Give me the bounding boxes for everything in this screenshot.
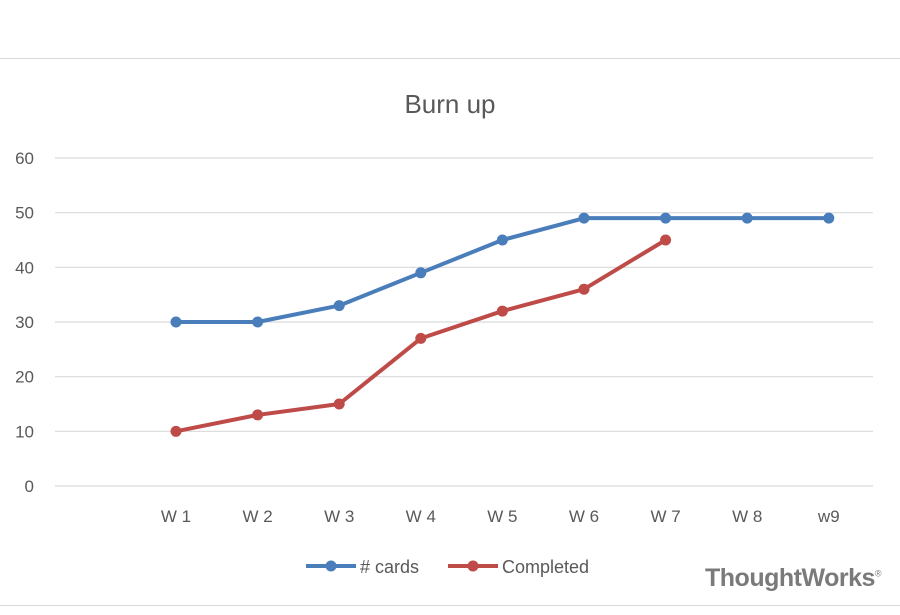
data-point — [252, 316, 264, 328]
legend-swatch-marker — [325, 560, 337, 572]
chart-title: Burn up — [404, 89, 495, 119]
data-point — [823, 212, 835, 224]
legend-label: Completed — [502, 557, 589, 577]
legend-item: # cards — [306, 557, 419, 577]
series-layer — [170, 212, 835, 437]
data-point — [578, 283, 590, 295]
data-point — [578, 212, 590, 224]
x-tick-label: w9 — [817, 507, 840, 526]
data-point — [415, 332, 427, 344]
y-tick-label: 20 — [15, 368, 34, 387]
legend-item: Completed — [448, 557, 589, 577]
y-tick-label: 10 — [15, 422, 34, 441]
data-point — [496, 305, 508, 317]
legend-swatch-marker — [467, 560, 479, 572]
y-tick-label: 50 — [15, 204, 34, 223]
data-point — [660, 234, 672, 246]
data-point — [415, 267, 427, 279]
y-tick-label: 60 — [15, 149, 34, 168]
y-tick-label: 0 — [25, 477, 34, 496]
legend-label: # cards — [360, 557, 419, 577]
y-axis-ticks: 0 10 20 30 40 50 60 — [15, 149, 34, 496]
x-tick-label: W 3 — [324, 507, 354, 526]
data-point — [660, 212, 672, 224]
x-tick-label: W 8 — [732, 507, 762, 526]
x-tick-label: W 5 — [487, 507, 517, 526]
x-axis-ticks: W 1 W 2 W 3 W 4 W 5 W 6 W 7 W 8 w9 — [161, 507, 840, 526]
data-point — [252, 409, 264, 421]
x-tick-label: W 6 — [569, 507, 599, 526]
series-completed — [170, 234, 672, 437]
data-point — [333, 300, 345, 312]
series-cards — [170, 212, 835, 328]
x-tick-label: W 1 — [161, 507, 191, 526]
brand-name: ThoughtWorks — [705, 564, 875, 592]
x-tick-label: W 4 — [406, 507, 436, 526]
registered-mark: ® — [874, 568, 882, 579]
data-point — [170, 425, 182, 437]
data-point — [333, 398, 345, 410]
x-tick-label: W 7 — [650, 507, 680, 526]
y-tick-label: 30 — [15, 313, 34, 332]
x-tick-label: W 2 — [242, 507, 272, 526]
data-point — [170, 316, 182, 328]
data-point — [496, 234, 508, 246]
thoughtworks-logo: ThoughtWorks® — [705, 564, 882, 593]
data-point — [741, 212, 753, 224]
top-divider — [0, 58, 900, 59]
legend: # cards Completed — [306, 557, 589, 577]
bottom-divider — [0, 605, 900, 606]
y-tick-label: 40 — [15, 258, 34, 277]
